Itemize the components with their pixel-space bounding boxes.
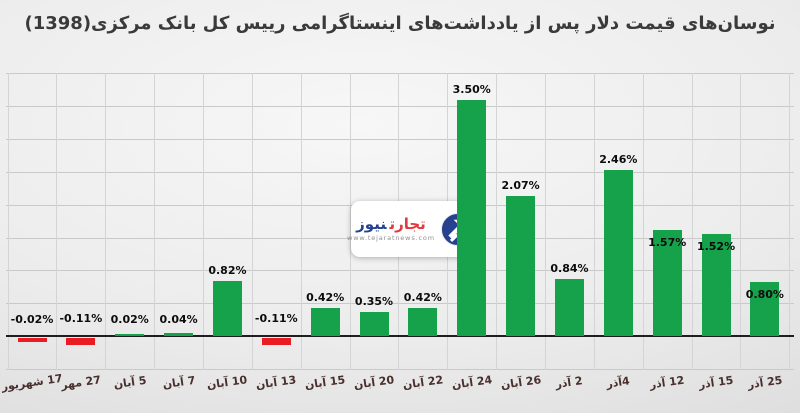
bar <box>212 281 242 336</box>
gridline-vertical <box>544 73 546 370</box>
gridline-vertical <box>593 73 595 370</box>
bar <box>261 338 291 345</box>
bar <box>17 338 47 342</box>
gridline-vertical <box>7 73 9 370</box>
gridline-horizontal <box>6 171 794 173</box>
bar <box>115 334 145 336</box>
chart-title: نوسان‌های قیمت دلار پس از یادداشت‌های ای… <box>24 13 776 34</box>
gridline-horizontal <box>6 73 794 74</box>
gridline-horizontal <box>6 303 794 305</box>
gridline-vertical <box>56 73 58 370</box>
bar-value-label: 0.04% <box>159 313 198 326</box>
bar <box>408 308 438 336</box>
bar <box>359 312 389 336</box>
gridline-vertical <box>251 73 253 370</box>
gridline-vertical <box>740 73 742 370</box>
bar <box>164 333 194 336</box>
gridline-vertical <box>202 73 204 370</box>
bar-value-label: 0.42% <box>403 291 442 304</box>
gridline-horizontal <box>6 138 794 140</box>
gridline-vertical <box>789 73 791 370</box>
bar-value-label: 0.82% <box>208 264 247 277</box>
watermark-url: www.tejaratnews.com <box>347 234 435 243</box>
bar-value-label: 0.84% <box>550 262 589 275</box>
bar-value-label: 1.57% <box>648 236 687 249</box>
bar-value-label: 0.35% <box>354 295 394 308</box>
x-axis-zero-line <box>6 335 794 337</box>
bar <box>554 279 584 336</box>
bar-value-label: 0.42% <box>306 291 345 304</box>
gridline-vertical <box>496 73 498 370</box>
bar <box>66 338 96 345</box>
gridline-horizontal <box>6 105 794 107</box>
bar <box>652 230 682 336</box>
bar-value-label: 1.52% <box>696 240 736 253</box>
gridline-vertical <box>642 73 644 370</box>
bar <box>457 100 487 336</box>
gridline-vertical <box>691 73 693 370</box>
watermark-word-tejarat: تجارت <box>389 214 426 233</box>
gridline-horizontal <box>6 369 794 371</box>
tejaratnews-watermark: تجارتنیوز www.tejaratnews.com <box>347 201 474 257</box>
gridline-vertical <box>349 73 351 370</box>
bar <box>701 234 731 336</box>
watermark-word-news: نیوز <box>356 214 387 233</box>
bar-value-label: -0.11% <box>59 312 103 325</box>
bar-value-label: 0.80% <box>745 288 784 301</box>
gridline-vertical <box>105 73 107 370</box>
bar-value-label: -0.11% <box>254 312 298 325</box>
gridline-horizontal <box>6 270 794 272</box>
bar-value-label: -0.02% <box>10 313 54 326</box>
bar <box>603 170 633 336</box>
bar-value-label: 2.07% <box>501 179 540 192</box>
watermark-text: تجارتنیوز www.tejaratnews.com <box>347 214 435 243</box>
bar-value-label: 0.02% <box>110 313 149 326</box>
gridline-vertical <box>154 73 156 370</box>
bar <box>750 282 780 336</box>
bar <box>506 196 536 336</box>
bar-value-label: 3.50% <box>452 83 491 96</box>
gridline-vertical <box>300 73 302 370</box>
bar <box>310 308 340 336</box>
bar-value-label: 2.46% <box>599 153 638 166</box>
